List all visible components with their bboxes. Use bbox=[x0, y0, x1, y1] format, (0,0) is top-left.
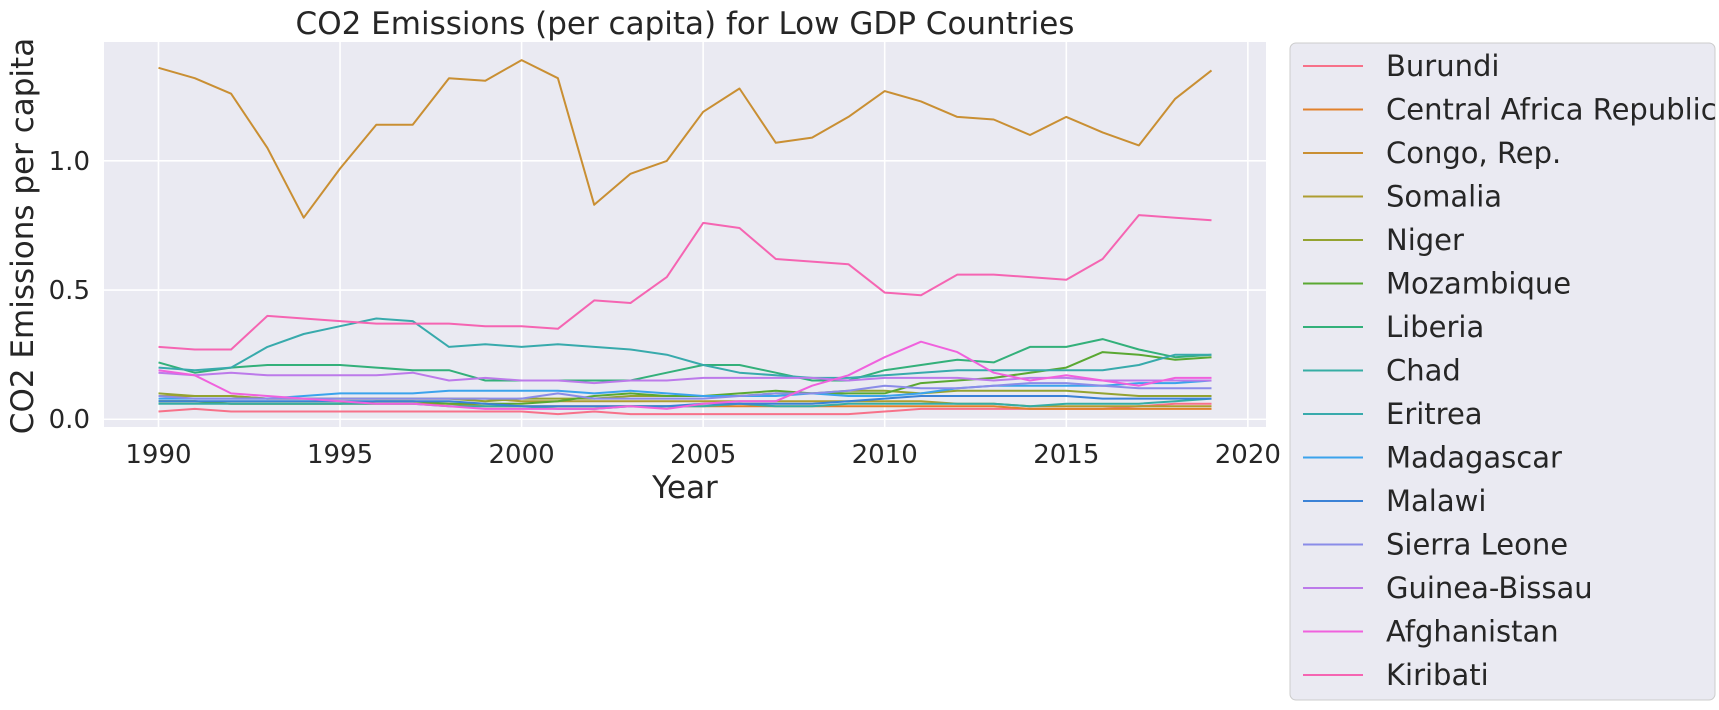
x-axis-ticks: 1990 1995 2000 2005 2010 2015 2020 bbox=[125, 440, 1281, 470]
series-line-liberia bbox=[158, 338, 1212, 382]
legend-label-sierra-leone: Sierra Leone bbox=[1386, 528, 1568, 562]
x-tick-label: 2005 bbox=[670, 440, 736, 470]
plot-area-background bbox=[104, 42, 1266, 427]
y-axis-ticks: 0.0 0.5 1.0 bbox=[49, 147, 90, 435]
gridlines bbox=[104, 42, 1266, 427]
legend-label-kiribati: Kiribati bbox=[1386, 658, 1489, 692]
y-axis-label: CO2 Emissions per capita bbox=[5, 38, 41, 434]
legend-label-central-africa-republic: Central Africa Republic bbox=[1386, 93, 1717, 127]
y-tick-label: 0.0 bbox=[49, 405, 90, 435]
series-line-afghanistan bbox=[158, 340, 1212, 410]
series-line-kiribati bbox=[158, 214, 1212, 351]
legend: Burundi Central Africa Republic Congo, Rep… bbox=[1289, 42, 1717, 701]
series-lines bbox=[158, 59, 1213, 416]
x-tick-label: 2010 bbox=[852, 440, 918, 470]
legend-label-madagascar: Madagascar bbox=[1386, 441, 1562, 475]
x-tick-label: 1990 bbox=[125, 440, 191, 470]
series-line-congo-rep- bbox=[158, 59, 1213, 219]
x-tick-label: 1995 bbox=[307, 440, 373, 470]
legend-label-guinea-bissau: Guinea-Bissau bbox=[1386, 571, 1593, 605]
chart-title: CO2 Emissions (per capita) for Low GDP C… bbox=[296, 6, 1075, 42]
legend-label-chad: Chad bbox=[1386, 354, 1461, 388]
legend-label-mozambique: Mozambique bbox=[1386, 267, 1571, 301]
x-tick-label: 2020 bbox=[1215, 440, 1281, 470]
y-tick-label: 0.5 bbox=[49, 276, 90, 306]
legend-label-burundi: Burundi bbox=[1386, 49, 1499, 83]
legend-label-somalia: Somalia bbox=[1386, 180, 1502, 214]
series-line-madagascar bbox=[158, 379, 1212, 400]
legend-label-afghanistan: Afghanistan bbox=[1386, 615, 1559, 649]
series-line-eritrea bbox=[158, 317, 1212, 379]
legend-label-liberia: Liberia bbox=[1386, 310, 1484, 344]
x-axis-label: Year bbox=[651, 470, 718, 506]
legend-label-niger: Niger bbox=[1386, 223, 1464, 257]
legend-label-congo-rep-: Congo, Rep. bbox=[1386, 136, 1561, 170]
series-line-sierra-leone bbox=[158, 382, 1212, 400]
series-line-guinea-bissau bbox=[158, 371, 1212, 385]
x-tick-label: 2000 bbox=[489, 440, 555, 470]
legend-box bbox=[1289, 42, 1716, 701]
x-tick-label: 2015 bbox=[1033, 440, 1099, 470]
y-tick-label: 1.0 bbox=[49, 147, 90, 177]
legend-label-eritrea: Eritrea bbox=[1386, 397, 1483, 431]
legend-label-malawi: Malawi bbox=[1386, 484, 1486, 518]
